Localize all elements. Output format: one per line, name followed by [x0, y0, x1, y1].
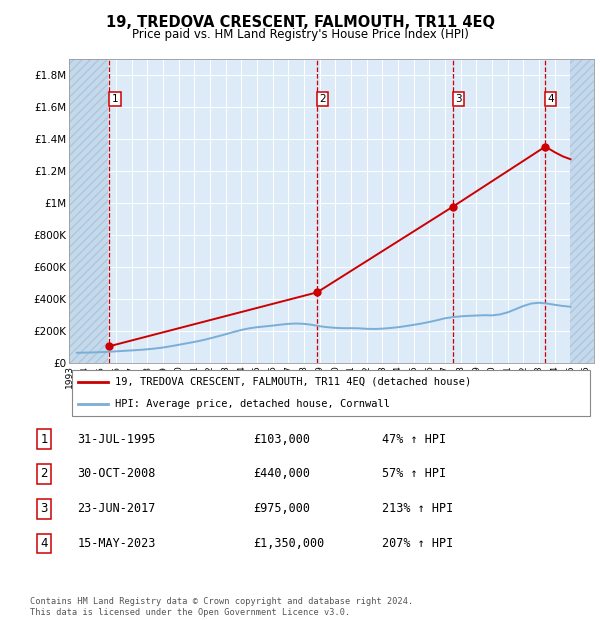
Bar [571, 59, 594, 363]
Text: 19, TREDOVA CRESCENT, FALMOUTH, TR11 4EQ (detached house): 19, TREDOVA CRESCENT, FALMOUTH, TR11 4EQ… [115, 377, 471, 387]
Text: 1: 1 [40, 433, 48, 446]
Text: 19, TREDOVA CRESCENT, FALMOUTH, TR11 4EQ: 19, TREDOVA CRESCENT, FALMOUTH, TR11 4EQ [106, 15, 494, 30]
FancyBboxPatch shape [71, 370, 590, 417]
Text: 15-MAY-2023: 15-MAY-2023 [77, 537, 156, 550]
Bar [69, 59, 108, 363]
Text: 3: 3 [455, 94, 461, 104]
Text: £1,350,000: £1,350,000 [253, 537, 325, 550]
Text: £975,000: £975,000 [253, 502, 310, 515]
Text: 1: 1 [112, 94, 118, 104]
Text: 3: 3 [40, 502, 47, 515]
Text: Contains HM Land Registry data © Crown copyright and database right 2024.
This d: Contains HM Land Registry data © Crown c… [30, 598, 413, 617]
Text: 57% ↑ HPI: 57% ↑ HPI [382, 467, 446, 481]
Text: £103,000: £103,000 [253, 433, 310, 446]
Text: 2: 2 [319, 94, 326, 104]
Text: 4: 4 [40, 537, 48, 550]
Text: 207% ↑ HPI: 207% ↑ HPI [382, 537, 453, 550]
Text: 47% ↑ HPI: 47% ↑ HPI [382, 433, 446, 446]
Text: Price paid vs. HM Land Registry's House Price Index (HPI): Price paid vs. HM Land Registry's House … [131, 28, 469, 40]
Text: 23-JUN-2017: 23-JUN-2017 [77, 502, 156, 515]
Text: 31-JUL-1995: 31-JUL-1995 [77, 433, 156, 446]
Text: 2: 2 [40, 467, 48, 481]
Text: HPI: Average price, detached house, Cornwall: HPI: Average price, detached house, Corn… [115, 399, 389, 409]
Text: £440,000: £440,000 [253, 467, 310, 481]
Text: 213% ↑ HPI: 213% ↑ HPI [382, 502, 453, 515]
Text: 30-OCT-2008: 30-OCT-2008 [77, 467, 156, 481]
Text: 4: 4 [547, 94, 554, 104]
